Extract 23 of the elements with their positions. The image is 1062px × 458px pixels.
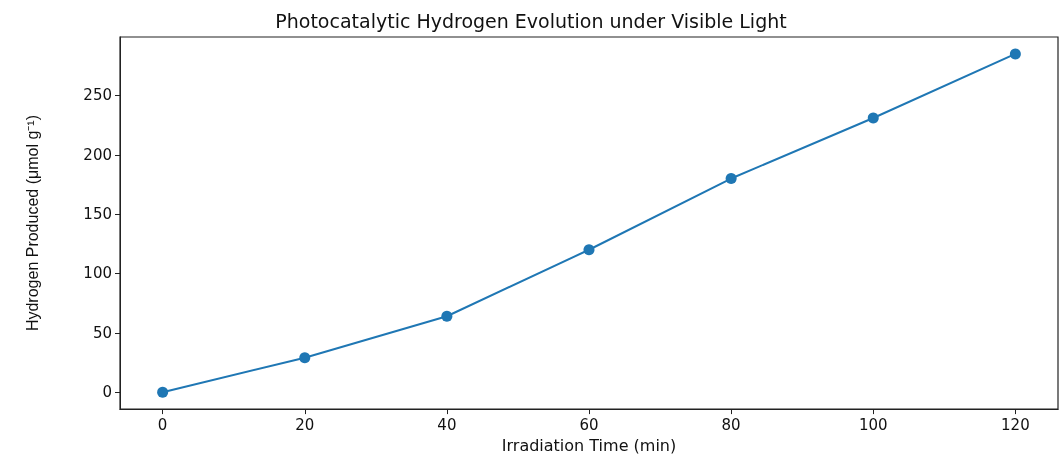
x-tick-label: 100 [858,415,888,434]
point [157,386,169,398]
x-tick-label: 120 [1001,415,1030,434]
y-tick-label: 250 [83,86,112,105]
y-tick-label: 50 [92,323,112,342]
y-tick-label: 100 [83,264,112,283]
y-tick-label: 150 [83,205,112,224]
x-tick-label: 40 [437,415,457,434]
x-tick-label: 20 [295,415,315,434]
x-tick-label: 80 [721,415,741,434]
point [299,352,311,364]
x-axis-title: Irradiation Time (min) [501,435,677,455]
point [725,173,737,185]
x-tick-label: 0 [157,415,168,434]
point [867,112,879,124]
y-tick-label: 0 [102,383,112,402]
point [1009,48,1021,60]
chart-title: Photocatalytic Hydrogen Evolution under Visible Light [275,9,787,32]
y-axis-title: Hydrogen Produced (μmol g⁻¹) [23,115,41,332]
point [441,310,453,322]
point [583,244,595,256]
y-tick-label: 200 [83,145,112,164]
x-tick-label: 60 [579,415,599,434]
